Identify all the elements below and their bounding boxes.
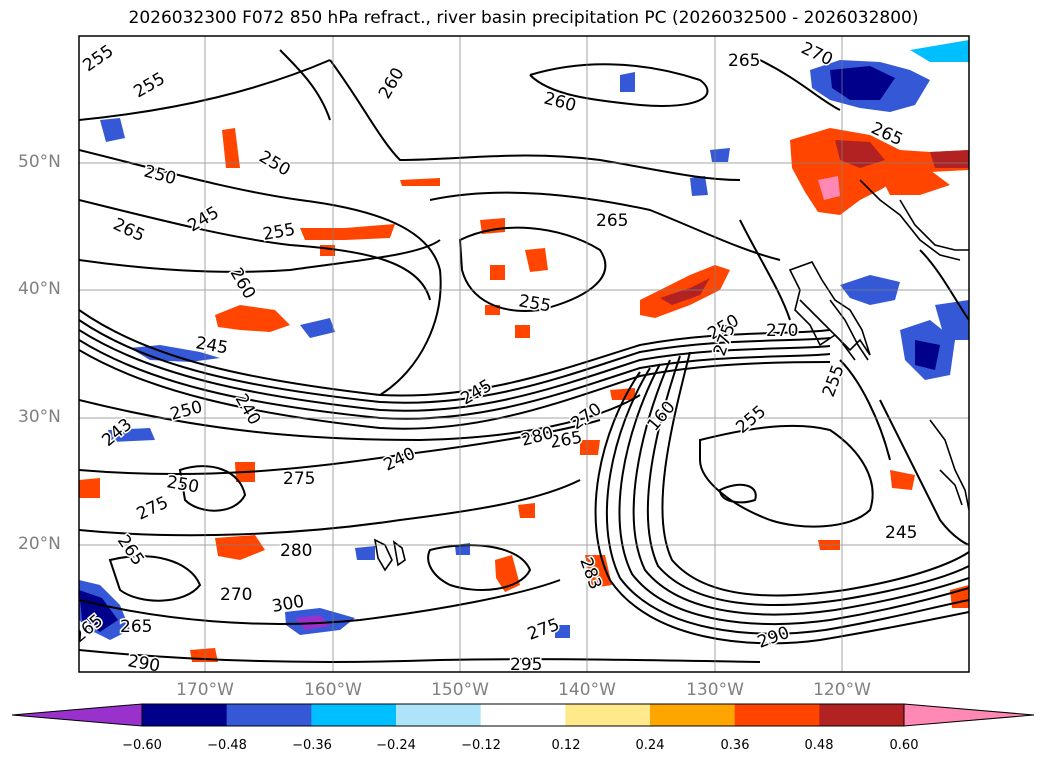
lat-label-50n: 50°N [18, 152, 61, 172]
colorbar-segment [480, 704, 566, 726]
colorbar-tick: −0.36 [292, 738, 332, 753]
contour-label: 275 [283, 469, 315, 489]
refractivity-contours [79, 49, 969, 663]
precip-shading [79, 40, 969, 662]
contour-label: 265 [120, 617, 152, 637]
contour-label: 265 [596, 211, 628, 231]
colorbar-tick: 0.36 [720, 738, 750, 753]
contour-label: 295 [510, 655, 542, 675]
colorbar-tick: −0.24 [376, 738, 416, 753]
colorbar-segment [142, 704, 228, 726]
colorbar-frame [141, 703, 905, 727]
colorbar-segment [565, 704, 651, 726]
colorbar-tick: −0.60 [122, 738, 162, 753]
contour-label: 270 [220, 585, 252, 605]
contour-label: 270 [766, 321, 798, 341]
lat-label-40n: 40°N [18, 279, 61, 299]
graticule [79, 36, 969, 672]
contour-label: 280 [280, 541, 312, 561]
plot-frame [78, 35, 970, 673]
colorbar-tick: −0.12 [461, 738, 501, 753]
coast-contour-clutter [373, 179, 969, 572]
lat-label-20n: 20°N [18, 534, 61, 554]
contour-label: 290 [126, 651, 161, 676]
lon-label-120w: 120°W [813, 680, 871, 700]
colorbar-segment [650, 704, 736, 726]
colorbar-tick: 0.24 [635, 738, 665, 753]
map-title: 2026032300 F072 850 hPa refract., river … [128, 8, 919, 28]
colorbar-tick: 0.60 [889, 738, 919, 753]
lon-label-170w: 170°W [176, 680, 234, 700]
colorbar-segment [226, 704, 312, 726]
contour-label: 245 [885, 523, 917, 543]
colorbar-segment [734, 704, 820, 726]
colorbar-tick: −0.48 [207, 738, 247, 753]
colorbar-tick: 0.48 [804, 738, 834, 753]
colorbar-tick: 0.12 [551, 738, 581, 753]
lon-label-130w: 130°W [686, 680, 744, 700]
contour-label: 265 [728, 51, 760, 71]
colorbar-segment [819, 704, 905, 726]
colorbar-segment [396, 704, 482, 726]
lon-label-160w: 160°W [304, 680, 362, 700]
colorbar-extend-max [903, 703, 1035, 727]
lat-label-30n: 30°N [18, 407, 61, 427]
colorbar-segment [311, 704, 397, 726]
lon-label-140w: 140°W [558, 680, 616, 700]
lon-label-150w: 150°W [431, 680, 489, 700]
colorbar [11, 703, 1035, 727]
colorbar-extend-min [11, 703, 143, 727]
